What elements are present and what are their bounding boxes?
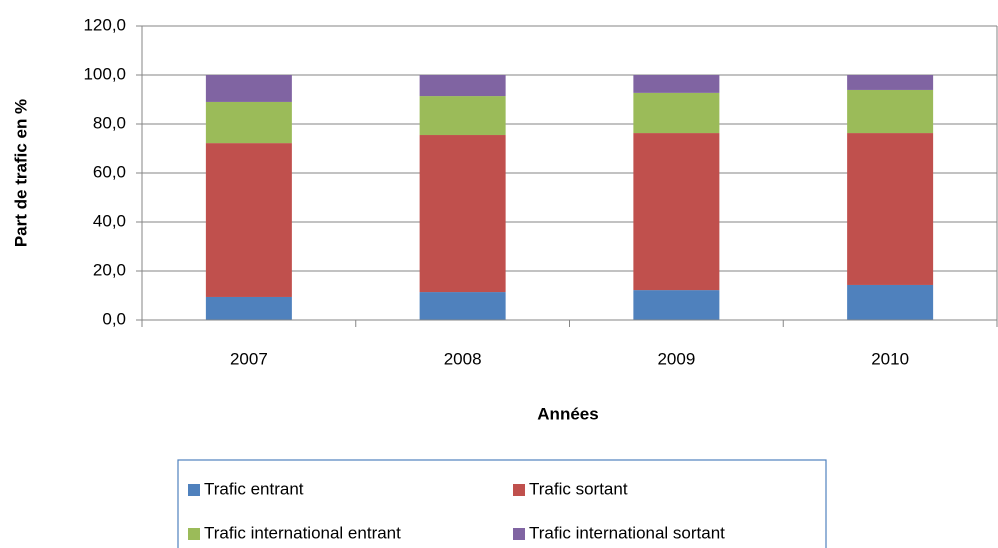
bar-segment bbox=[847, 284, 934, 320]
legend-label: Trafic sortant bbox=[529, 479, 628, 498]
bar-segment bbox=[419, 75, 506, 97]
y-tick-label: 120,0 bbox=[83, 15, 126, 34]
bar-segment bbox=[205, 143, 292, 297]
bar-segment bbox=[205, 296, 292, 320]
y-tick-label: 0,0 bbox=[102, 309, 126, 328]
x-axis-title: Années bbox=[537, 404, 598, 423]
legend-label: Trafic international entrant bbox=[204, 523, 401, 542]
bar-segment bbox=[419, 96, 506, 136]
bar-segment bbox=[847, 75, 934, 90]
x-tick-label: 2008 bbox=[444, 349, 482, 368]
y-tick-label: 20,0 bbox=[93, 260, 126, 279]
y-axis-title: Part de trafic en % bbox=[11, 99, 30, 247]
legend-swatch bbox=[513, 528, 525, 540]
bar-segment bbox=[847, 89, 934, 134]
legend-swatch bbox=[188, 528, 200, 540]
bar-segment bbox=[419, 135, 506, 293]
bar-segment bbox=[847, 133, 934, 285]
y-tick-label: 40,0 bbox=[93, 211, 126, 230]
x-tick-label: 2010 bbox=[871, 349, 909, 368]
bar-segment bbox=[633, 92, 720, 134]
bar-segment bbox=[205, 75, 292, 102]
bar-segment bbox=[419, 292, 506, 320]
bar-segment bbox=[633, 75, 720, 93]
bar-segment bbox=[633, 133, 720, 291]
legend-swatch bbox=[513, 484, 525, 496]
y-tick-label: 100,0 bbox=[83, 64, 126, 83]
legend-label: Trafic entrant bbox=[204, 479, 304, 498]
legend-label: Trafic international sortant bbox=[529, 523, 725, 542]
x-tick-label: 2009 bbox=[657, 349, 695, 368]
y-tick-label: 80,0 bbox=[93, 113, 126, 132]
legend-swatch bbox=[188, 484, 200, 496]
y-tick-label: 60,0 bbox=[93, 162, 126, 181]
legend-box bbox=[177, 459, 827, 548]
x-tick-label: 2007 bbox=[230, 349, 268, 368]
bar-segment bbox=[633, 290, 720, 320]
bar-segment bbox=[205, 101, 292, 144]
